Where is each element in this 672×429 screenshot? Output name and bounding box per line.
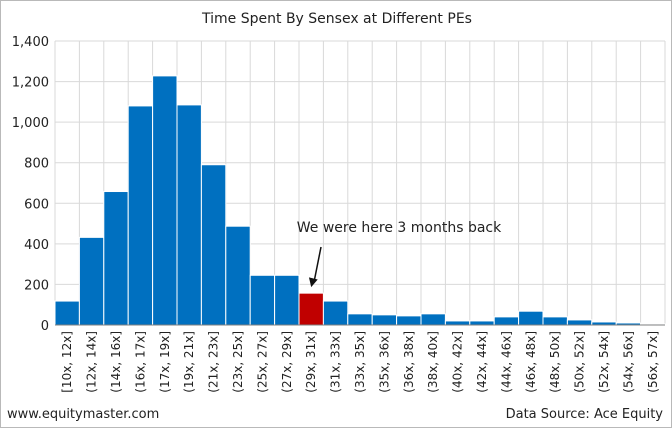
x-tick-label: (38x, 40x]: [426, 331, 440, 393]
y-tick-label: 1,400: [12, 35, 49, 50]
bar: [493, 316, 520, 326]
x-tick-label: (14x, 16x]: [109, 331, 123, 393]
x-tick-label: (40x, 42x]: [451, 331, 465, 393]
x-tick-label: (56x, 57x]: [646, 331, 660, 393]
bar: [225, 225, 251, 326]
bars: [54, 75, 666, 326]
chart-title: Time Spent By Sensex at Different PEs: [201, 11, 472, 27]
annotation-text: We were here 3 months back: [297, 220, 502, 236]
x-tick-label: (16x, 17x]: [133, 331, 147, 393]
x-tick-label: (12x, 14x]: [85, 331, 99, 393]
bar: [518, 310, 544, 326]
x-tick-label: (52x, 54x]: [597, 331, 611, 393]
x-tick-label: (44x, 46x]: [499, 331, 513, 393]
annotation-arrow-head: [308, 277, 318, 288]
y-axis-ticks: 0 200 400 600 800 1,000 1,200 1,400: [12, 35, 49, 334]
y-tick-label: 200: [24, 278, 49, 293]
x-tick-label: (33x, 35x]: [353, 331, 367, 393]
bar: [274, 274, 300, 326]
x-tick-label: [10x, 12x]: [60, 331, 74, 393]
x-tick-label: (46x, 48x]: [524, 331, 538, 393]
y-tick-label: 400: [24, 238, 49, 253]
x-tick-label: (21x, 23x]: [207, 331, 221, 393]
y-tick-label: 1,200: [12, 76, 49, 91]
x-tick-label: (42x, 44x]: [475, 331, 489, 393]
x-tick-label: (31x, 33x]: [329, 331, 343, 393]
bar: [347, 313, 373, 326]
bar: [542, 316, 568, 326]
bar: [249, 274, 276, 326]
x-tick-label: (27x, 29x]: [280, 331, 294, 393]
x-tick-label: (29x, 31x]: [304, 331, 318, 393]
x-tick-label: (23x, 25x]: [231, 331, 245, 393]
x-tick-label: (50x, 52x]: [573, 331, 587, 393]
x-tick-label: (54x, 56x]: [621, 331, 635, 393]
bar: [200, 164, 227, 326]
annotation-arrow-line: [313, 246, 322, 282]
annotation: We were here 3 months back: [297, 220, 502, 288]
bar: [103, 191, 129, 326]
y-tick-label: 800: [24, 157, 49, 172]
bar: [566, 319, 593, 326]
bar: [444, 320, 471, 326]
bar: [127, 105, 154, 326]
bar: [298, 292, 324, 326]
bar: [371, 314, 398, 326]
bar: [469, 320, 495, 326]
y-tick-label: 600: [24, 197, 49, 212]
x-tick-label: (17x, 19x]: [158, 331, 172, 393]
bar: [78, 236, 105, 326]
y-tick-label: 1,000: [12, 116, 49, 131]
x-tick-label: (35x, 36x]: [377, 331, 391, 393]
bar: [152, 75, 178, 326]
bar: [420, 313, 446, 326]
footer-source-site: www.equitymaster.com: [7, 407, 160, 422]
y-tick-label: 0: [41, 319, 49, 334]
x-tick-label: (25x, 27x]: [255, 331, 269, 393]
bar: [322, 300, 349, 326]
bar: [396, 315, 422, 326]
x-tick-label: (19x, 21x]: [182, 331, 196, 393]
bar: [176, 104, 202, 326]
x-tick-label: (48x, 50x]: [548, 331, 562, 393]
x-axis-labels: [10x, 12x] (12x, 14x] (14x, 16x] (16x, 17x]…: [60, 331, 660, 393]
bar: [54, 300, 80, 326]
x-tick-label: (36x, 38x]: [402, 331, 416, 393]
footer-data-source: Data Source: Ace Equity: [505, 407, 663, 422]
